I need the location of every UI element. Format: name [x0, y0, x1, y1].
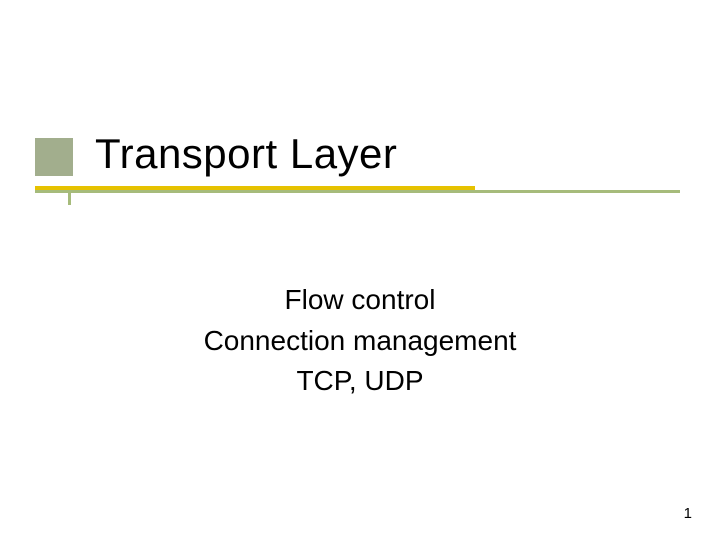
subtitle-line-2: Connection management	[0, 321, 720, 362]
slide: Transport Layer Flow control Connection …	[0, 0, 720, 540]
underline-olive	[35, 190, 680, 193]
subtitle-line-3: TCP, UDP	[0, 361, 720, 402]
slide-title: Transport Layer	[95, 130, 720, 178]
underline-tick	[68, 193, 71, 205]
subtitle-line-1: Flow control	[0, 280, 720, 321]
subtitle-area: Flow control Connection management TCP, …	[0, 280, 720, 402]
title-area: Transport Layer	[0, 130, 720, 178]
page-number: 1	[684, 505, 692, 522]
